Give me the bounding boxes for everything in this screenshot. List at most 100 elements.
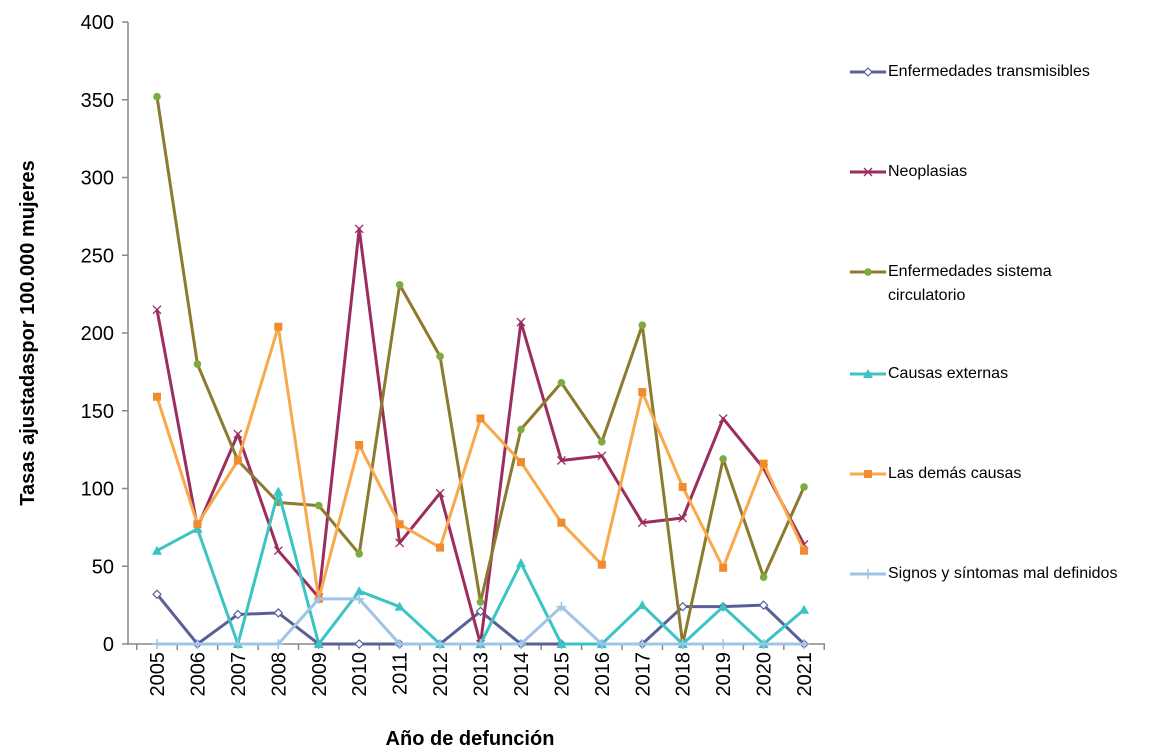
marker (273, 486, 284, 496)
series-line (155, 325, 806, 601)
marker (192, 523, 203, 533)
marker (193, 360, 202, 368)
y-tick-label: 300 (81, 168, 114, 190)
marker (152, 305, 162, 315)
marker (516, 458, 525, 467)
marker (192, 639, 203, 649)
legend-label: Neoplasias (888, 163, 968, 180)
marker (863, 67, 873, 77)
legend-label: Las demás causas (888, 465, 1022, 482)
marker (354, 224, 364, 234)
marker (355, 550, 364, 558)
marker (476, 414, 485, 423)
marker (354, 586, 365, 596)
marker (677, 639, 688, 649)
marker (557, 378, 566, 387)
marker (435, 488, 445, 498)
marker (556, 456, 566, 465)
marker (637, 518, 647, 528)
marker (557, 518, 566, 527)
marker (863, 167, 873, 177)
marker (597, 560, 606, 569)
marker (799, 604, 810, 614)
legend-entry: Enfermedades sistema circulatorio (848, 260, 1088, 308)
x-tick-label: 2009 (309, 652, 331, 697)
marker (516, 317, 526, 327)
x-tick-label: 2012 (430, 652, 452, 697)
marker (314, 501, 323, 510)
legend-label: Causas externas (888, 365, 1009, 382)
y-tick-label: 150 (81, 401, 114, 423)
x-tick-label: 2020 (754, 652, 776, 697)
legend-entry: Las demás causas (848, 462, 1156, 486)
marker (638, 388, 647, 397)
marker (759, 573, 768, 581)
marker (476, 598, 485, 606)
series-line (155, 96, 806, 646)
marker (799, 639, 810, 649)
legend-entry: Causas externas (848, 362, 1156, 386)
marker (637, 639, 648, 649)
legend-entry: Enfermedades transmisibles (848, 60, 1156, 84)
marker (475, 606, 486, 617)
y-axis-title: Tasas ajustadaspor 100.000 mujeres (17, 160, 39, 505)
marker (598, 438, 606, 446)
marker (153, 92, 161, 101)
marker (800, 483, 808, 491)
x-tick-label: 2008 (268, 652, 290, 697)
marker (355, 440, 364, 449)
marker (863, 569, 873, 579)
x-tick-label: 2014 (511, 652, 533, 697)
marker (233, 456, 242, 465)
series-line (156, 490, 806, 646)
marker (758, 600, 769, 610)
marker (152, 639, 162, 649)
marker (475, 639, 486, 649)
marker (515, 558, 526, 568)
marker (153, 392, 161, 401)
x-tick-label: 2021 (794, 652, 816, 697)
marker (718, 414, 728, 423)
legend-swatch (850, 369, 886, 378)
marker (152, 545, 162, 555)
marker (193, 520, 202, 529)
marker (152, 589, 162, 600)
x-tick-label: 2016 (592, 652, 614, 697)
marker (719, 455, 727, 463)
x-tick-label: 2005 (147, 652, 169, 697)
marker (719, 563, 728, 572)
marker (800, 546, 809, 555)
marker (596, 639, 607, 649)
y-tick-label: 0 (103, 634, 114, 656)
marker (395, 280, 404, 289)
marker (436, 352, 444, 361)
marker (515, 639, 526, 649)
marker (864, 268, 872, 276)
marker (864, 470, 872, 478)
marker (394, 639, 405, 649)
marker (233, 609, 243, 620)
marker (394, 601, 405, 611)
legend-entry: Neoplasias (848, 160, 1156, 184)
marker (232, 639, 243, 649)
x-tick-label: 2019 (713, 652, 735, 697)
legend-swatch (850, 268, 886, 276)
legend-swatch (850, 470, 886, 478)
x-tick-label: 2006 (187, 652, 209, 697)
x-tick-label: 2018 (673, 652, 695, 697)
legend-swatch (850, 569, 886, 579)
marker (638, 321, 647, 330)
legend-swatch (850, 67, 886, 77)
marker (435, 639, 446, 649)
x-axis-title: Año de defunción (386, 728, 555, 750)
y-tick-label: 200 (81, 323, 114, 345)
marker (863, 369, 873, 378)
marker (718, 601, 729, 611)
marker (517, 425, 525, 434)
marker (273, 639, 284, 649)
y-tick-label: 250 (81, 245, 114, 267)
marker (758, 639, 769, 649)
legend-label: Enfermedades transmisibles (888, 63, 1090, 80)
y-tick-label: 50 (92, 556, 114, 578)
